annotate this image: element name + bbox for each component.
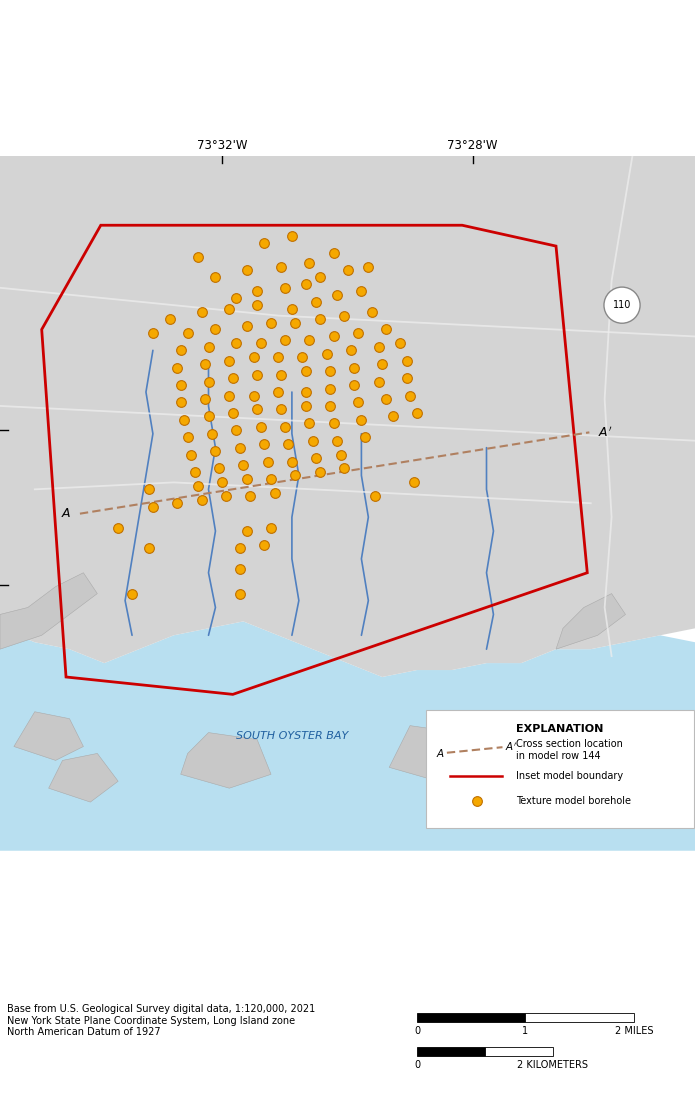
Bar xyxy=(525,1013,634,1022)
Polygon shape xyxy=(181,733,271,788)
Bar xyxy=(417,1047,485,1056)
Text: Cross section location
in model row 144: Cross section location in model row 144 xyxy=(516,740,623,760)
Text: 0: 0 xyxy=(414,1060,420,1070)
Text: 1: 1 xyxy=(523,1026,528,1036)
Polygon shape xyxy=(14,712,83,760)
Text: Inset model boundary: Inset model boundary xyxy=(516,770,623,781)
Text: 2 KILOMETERS: 2 KILOMETERS xyxy=(517,1060,588,1070)
Text: $A$: $A$ xyxy=(436,747,445,759)
Polygon shape xyxy=(507,754,577,802)
Text: $A'$: $A'$ xyxy=(505,741,517,754)
Text: 73°32'W: 73°32'W xyxy=(197,139,247,152)
Text: Base from U.S. Geological Survey digital data, 1:120,000, 2021
New York State Pl: Base from U.S. Geological Survey digital… xyxy=(7,1004,316,1037)
Polygon shape xyxy=(0,155,695,677)
Text: 2 MILES: 2 MILES xyxy=(614,1026,653,1036)
Polygon shape xyxy=(0,573,97,649)
Polygon shape xyxy=(0,621,695,851)
Text: $A'$: $A'$ xyxy=(598,426,612,440)
Polygon shape xyxy=(612,733,681,788)
Text: SOUTH OYSTER BAY: SOUTH OYSTER BAY xyxy=(236,731,348,741)
Bar xyxy=(485,1047,553,1056)
Polygon shape xyxy=(556,594,626,649)
Text: 110: 110 xyxy=(613,300,631,311)
Text: Texture model borehole: Texture model borehole xyxy=(516,796,631,806)
Circle shape xyxy=(604,287,640,323)
Polygon shape xyxy=(389,725,473,781)
Bar xyxy=(417,1013,525,1022)
Text: 73°28'W: 73°28'W xyxy=(448,139,498,152)
Text: EXPLANATION: EXPLANATION xyxy=(516,723,603,734)
FancyBboxPatch shape xyxy=(426,710,694,828)
Polygon shape xyxy=(49,754,118,802)
Text: 0: 0 xyxy=(414,1026,420,1036)
Text: $A$: $A$ xyxy=(61,508,72,520)
